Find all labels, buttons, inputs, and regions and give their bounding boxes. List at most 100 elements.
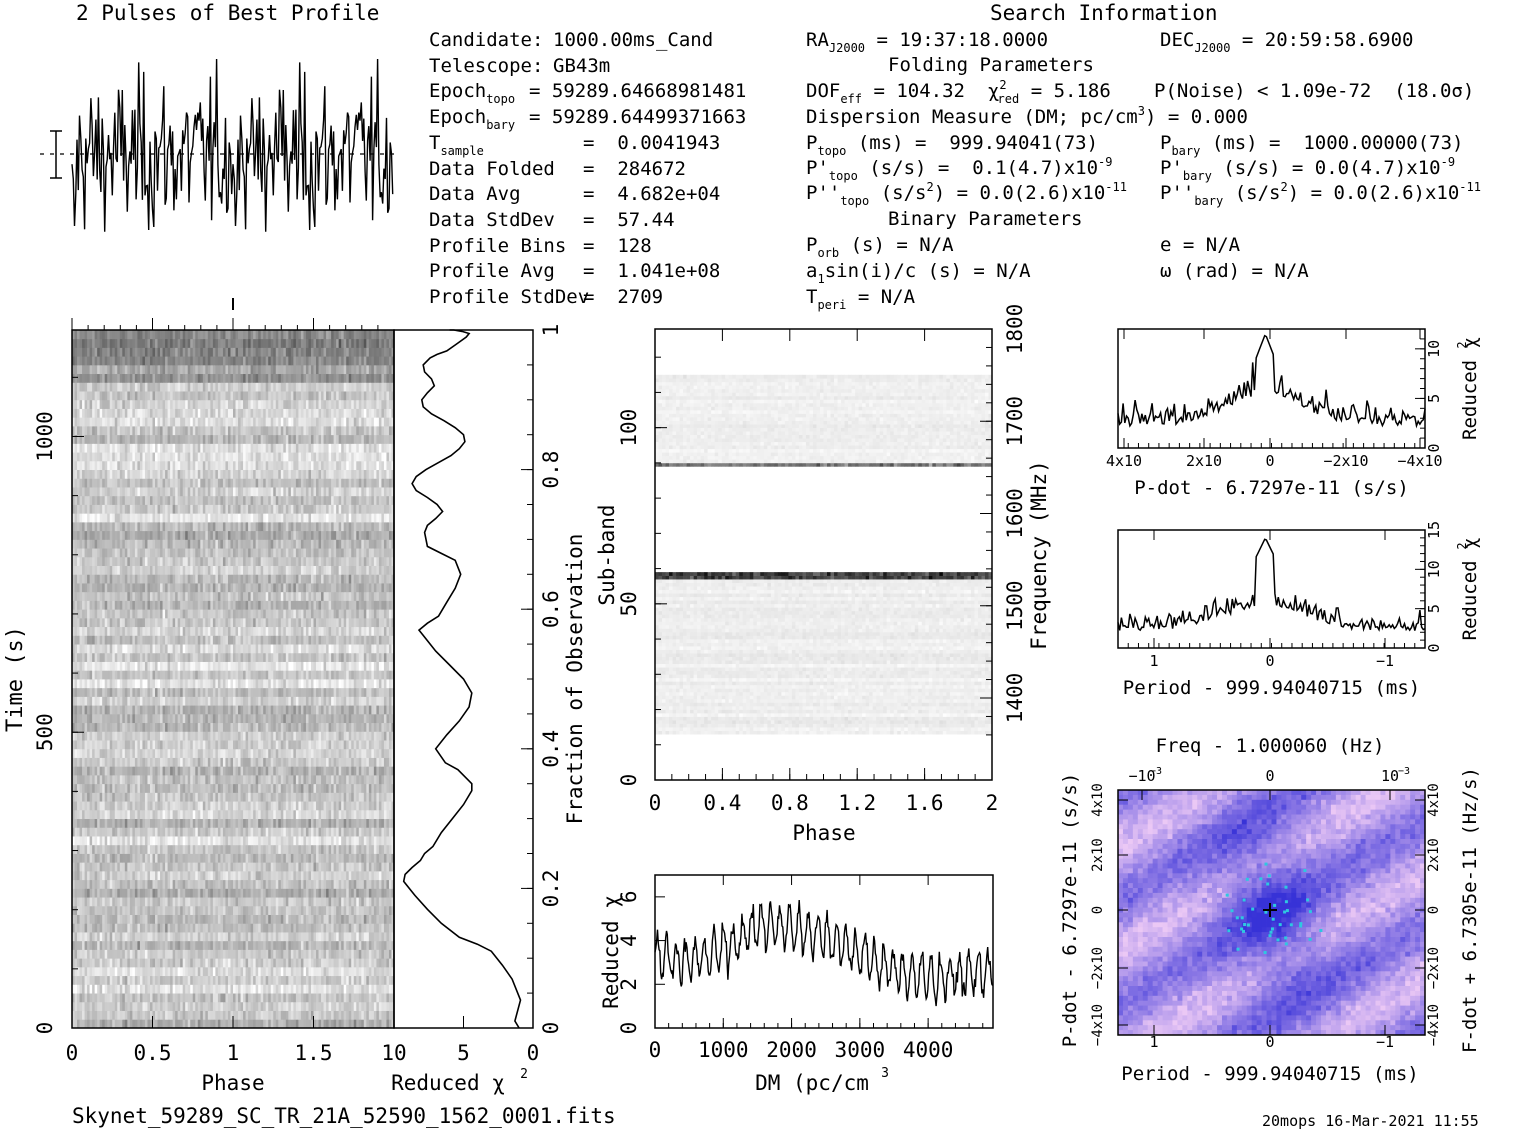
pixel <box>341 827 345 837</box>
pixel <box>200 1019 204 1029</box>
pixel <box>366 740 370 750</box>
pixel <box>160 879 163 889</box>
pixel <box>172 932 176 942</box>
pixel <box>177 914 181 924</box>
pixel <box>243 757 246 767</box>
pixel <box>368 862 372 872</box>
pixel <box>114 984 118 994</box>
pixel <box>157 897 161 907</box>
pixel <box>245 940 249 950</box>
pixel <box>180 879 184 889</box>
pixel <box>97 1019 101 1029</box>
pixel <box>343 731 347 741</box>
pixel <box>94 722 98 732</box>
pixel <box>82 827 85 837</box>
pixel <box>313 879 317 889</box>
pixel <box>235 914 239 924</box>
pixel <box>283 932 287 942</box>
pixel <box>197 879 201 889</box>
pixel <box>225 932 229 942</box>
pixel <box>132 687 136 697</box>
pixel <box>308 984 312 994</box>
pixel <box>358 774 362 785</box>
pixel <box>222 1010 226 1020</box>
pixel <box>263 905 267 915</box>
pixel <box>305 923 309 933</box>
pixel <box>175 984 179 994</box>
pixel <box>74 1001 78 1011</box>
porb-label: Porb (s) = N/A <box>806 234 954 260</box>
pixel <box>89 984 93 994</box>
pixel <box>102 740 106 750</box>
pixel <box>185 984 189 994</box>
pixel <box>326 940 329 950</box>
pixel <box>290 783 294 793</box>
pixel <box>217 801 221 811</box>
pixel <box>263 827 267 837</box>
pixel <box>321 949 324 959</box>
pixel <box>371 748 375 758</box>
pixel <box>245 713 249 724</box>
pixel <box>376 792 380 802</box>
pixel <box>142 1010 146 1020</box>
pixel <box>300 713 304 724</box>
pixel <box>305 914 309 924</box>
pixel <box>180 783 184 793</box>
pixel <box>238 783 241 793</box>
pixel <box>356 818 360 828</box>
pixel <box>341 705 345 715</box>
pixel <box>310 853 314 863</box>
pixel <box>147 949 151 959</box>
pixel <box>358 870 362 881</box>
pixel <box>288 827 292 837</box>
pixel <box>114 844 118 854</box>
pixel <box>308 853 312 863</box>
pixel <box>316 783 319 793</box>
pixel <box>265 914 269 924</box>
pixel <box>353 774 357 785</box>
pixel <box>129 757 133 767</box>
pixel <box>378 731 382 741</box>
pixel <box>313 792 317 802</box>
pixel <box>165 932 168 942</box>
pixel <box>250 993 254 1003</box>
pixel <box>313 696 317 706</box>
pixel <box>333 801 337 811</box>
pixel <box>187 932 191 942</box>
pixel <box>202 853 206 863</box>
pixel <box>119 757 123 767</box>
pixel <box>157 705 161 715</box>
pixel <box>165 792 168 802</box>
pixel <box>235 696 239 706</box>
pixel <box>305 757 309 767</box>
pixel <box>356 1019 360 1029</box>
pixel <box>288 870 292 881</box>
pixel <box>391 766 395 776</box>
pixel <box>112 696 116 706</box>
pixel <box>77 1010 80 1020</box>
pixel <box>117 949 121 959</box>
pixel <box>107 696 111 706</box>
pixel <box>310 1019 314 1029</box>
pixel <box>185 792 189 802</box>
pixel <box>215 940 219 950</box>
pixel <box>263 809 267 820</box>
pixel <box>268 731 272 741</box>
pixel <box>366 836 370 846</box>
pixel <box>124 1001 128 1011</box>
pixel <box>298 966 302 977</box>
pixel <box>170 870 174 881</box>
pixel <box>124 801 128 811</box>
ptopo-label: Ptopo (ms) = 999.94041(73) <box>806 132 1098 158</box>
pixel <box>321 722 324 732</box>
pixel <box>230 975 234 985</box>
pixel <box>227 801 231 811</box>
pixel <box>376 984 380 994</box>
pixel <box>192 853 196 863</box>
pixel <box>250 923 254 933</box>
pixel <box>366 949 370 959</box>
pixel <box>318 844 322 854</box>
pixel <box>263 687 267 697</box>
pixel <box>361 801 365 811</box>
pixel <box>152 748 156 758</box>
